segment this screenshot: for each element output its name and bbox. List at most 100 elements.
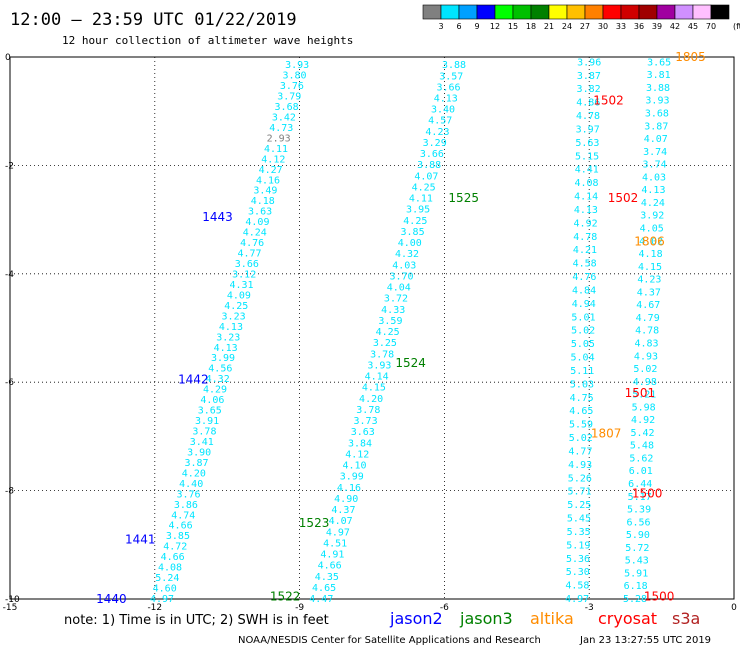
colorbar-swatch (440, 4, 460, 20)
wave-height-value: 5.02 (569, 433, 593, 444)
colorbar-swatch (674, 4, 694, 20)
colorbar-swatch (602, 4, 622, 20)
wave-height-value: 4.76 (240, 238, 264, 249)
wave-height-value: 4.06 (200, 395, 224, 406)
wave-height-value: 4.33 (381, 305, 405, 316)
wave-height-value: 4.41 (575, 165, 599, 176)
wave-height-value: 4.79 (636, 313, 660, 324)
wave-height-value: 4.14 (365, 372, 389, 383)
colorbar-swatch (476, 4, 496, 20)
colorbar-label: 15 (508, 22, 518, 31)
colorbar-label: 30 (598, 22, 608, 31)
wave-height-value: 3.49 (253, 186, 277, 197)
wave-height-value: 4.09 (245, 217, 269, 228)
wave-height-value: 4.58 (573, 259, 597, 270)
y-tick-label: -10 (5, 595, 20, 605)
wave-height-value: 3.86 (174, 500, 198, 511)
wave-height-value: 4.03 (642, 172, 666, 183)
wave-height-value: 3.65 (198, 406, 222, 417)
colorbar-swatch (692, 4, 712, 20)
wave-height-value: 3.63 (248, 207, 272, 218)
wave-height-value: 4.21 (573, 245, 597, 256)
wave-height-value: 4.13 (219, 322, 243, 333)
wave-height-value: 3.66 (235, 259, 259, 270)
wave-height-value: 3.97 (576, 124, 600, 135)
wave-height-value: 3.99 (211, 353, 235, 364)
wave-height-value: 4.07 (644, 134, 668, 145)
wave-height-value: 5.43 (625, 556, 649, 567)
pass-label: 1805 (675, 50, 706, 64)
wave-height-value: 3.88 (417, 160, 441, 171)
wave-height-value: 4.09 (227, 290, 251, 301)
wave-height-value: 3.78 (192, 427, 216, 438)
wave-height-value: 4.31 (229, 280, 253, 291)
y-tick-label: -4 (5, 270, 14, 280)
wave-height-value: 4.13 (641, 185, 665, 196)
wave-height-value: 5.30 (566, 567, 590, 578)
wave-height-value: 3.59 (378, 316, 402, 327)
wave-height-value: 4.15 (362, 383, 386, 394)
y-tick-label: -2 (5, 161, 14, 171)
wave-height-value: 4.84 (572, 285, 596, 296)
colorbar-label: 36 (634, 22, 644, 31)
wave-height-value: 3.96 (577, 57, 601, 68)
wave-height-value: 3.79 (277, 92, 301, 103)
wave-height-value: 4.07 (329, 516, 353, 527)
wave-height-value: 4.37 (331, 505, 355, 516)
pass-label: 1522 (270, 589, 301, 603)
wave-height-value: 3.66 (420, 149, 444, 160)
wave-height-value: 5.59 (569, 420, 593, 431)
wave-height-value: 5.19 (566, 540, 590, 551)
wave-height-value: 3.73 (354, 416, 378, 427)
credit-text: NOAA/NESDIS Center for Satellite Applica… (238, 635, 541, 646)
wave-height-value: 5.36 (566, 554, 590, 565)
wave-height-value: 4.25 (403, 216, 427, 227)
wave-height-value: 4.91 (320, 550, 344, 561)
wave-height-value: 4.16 (256, 175, 280, 186)
pass-label: 1806 (634, 234, 665, 248)
wave-height-value: 4.15 (638, 262, 662, 273)
pass-label: 1807 (591, 427, 622, 441)
plot-area: -15 -12 -9 -6 -3 00-2-4-6-8-10 4.974.605.244.0… (3, 50, 737, 613)
wave-height-value: 3.87 (644, 121, 668, 132)
wave-height-value: 4.10 (342, 461, 366, 472)
wave-height-value: 3.78 (356, 405, 380, 416)
wave-height-value: 4.02 (639, 236, 663, 247)
wave-height-value: 4.66 (169, 521, 193, 532)
wave-height-value: 4.66 (318, 561, 342, 572)
wave-height-value: 5.28 (623, 594, 647, 605)
wave-height-value: 5.63 (575, 138, 599, 149)
colorbar-label: 9 (474, 22, 479, 31)
wave-height-value: 4.72 (163, 542, 187, 553)
wave-height-value: 4.76 (572, 272, 596, 283)
wave-height-value: 3.85 (166, 531, 190, 542)
wave-height-value: 4.58 (565, 581, 589, 592)
colorbar-swatch (584, 4, 604, 20)
wave-height-value: 5.02 (571, 326, 595, 337)
wave-height-value: 4.25 (224, 301, 248, 312)
wave-height-value: 4.73 (269, 123, 293, 134)
wave-height-value: 4.25 (412, 182, 436, 193)
wave-height-value: 4.14 (574, 192, 598, 203)
wave-height-value: 4.08 (158, 563, 182, 574)
wave-height-value: 3.85 (401, 227, 425, 238)
wave-height-value: 6.56 (626, 517, 650, 528)
pass-label: 1501 (625, 386, 656, 400)
wave-height-value: 3.25 (373, 338, 397, 349)
pass-label: 1525 (448, 191, 479, 205)
wave-height-value: 3.41 (190, 437, 214, 448)
colorbar-label: 39 (652, 22, 662, 31)
wave-height-value: 4.24 (641, 198, 665, 209)
wave-height-value: 4.18 (251, 196, 275, 207)
colorbar-label: 70 (706, 22, 716, 31)
colorbar-swatch (566, 4, 586, 20)
wave-height-value: 4.78 (635, 326, 659, 337)
pass-label: 1524 (395, 356, 426, 370)
wave-height-value: 5.91 (624, 568, 648, 579)
wave-height-value: 4.67 (636, 300, 660, 311)
wave-height-value: 3.63 (351, 427, 375, 438)
colorbar-label: 12 (490, 22, 500, 31)
timestamp-text: Jan 23 13:27:55 UTC 2019 (579, 635, 711, 646)
colorbar-label: 18 (526, 22, 536, 31)
wave-height-value: 4.23 (637, 275, 661, 286)
